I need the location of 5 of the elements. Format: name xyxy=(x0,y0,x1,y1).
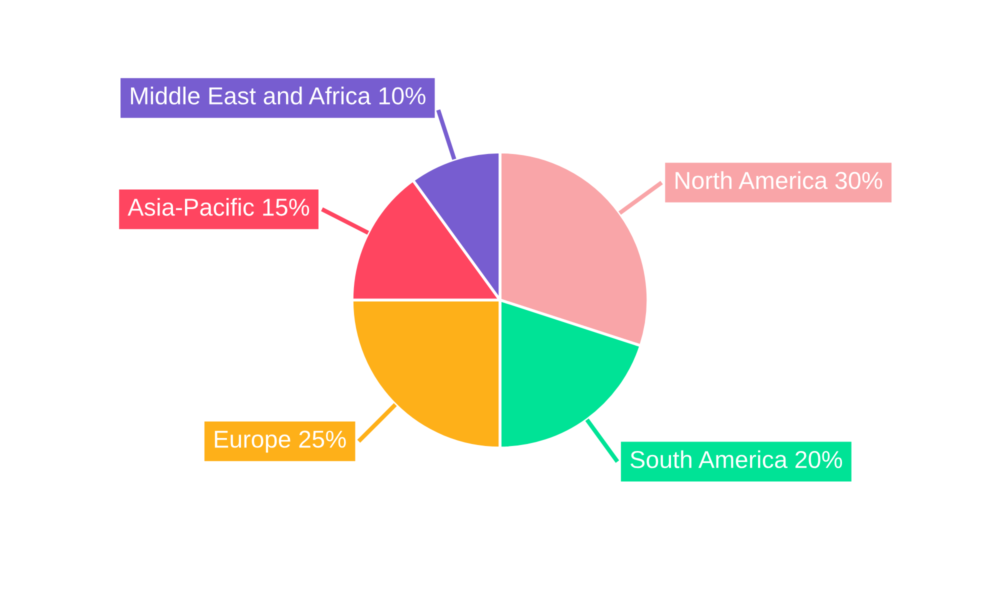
slice-label: North America 30% xyxy=(676,171,882,190)
slice-label: Middle East and Africa 10% xyxy=(131,86,426,105)
slice-label: South America 20% xyxy=(630,450,842,468)
slice-label: Europe 25% xyxy=(214,430,346,453)
slice-label: Asia-Pacific 15% xyxy=(128,198,310,216)
